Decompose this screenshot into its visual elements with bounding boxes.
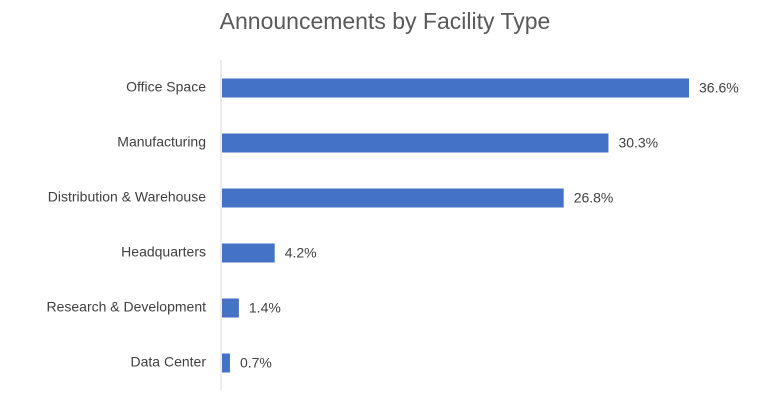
value-label: 36.6% xyxy=(699,80,739,96)
value-label: 4.2% xyxy=(285,245,317,261)
category-label: Headquarters xyxy=(121,244,206,260)
value-label: 0.7% xyxy=(240,355,272,371)
bar xyxy=(222,298,239,318)
value-label: 26.8% xyxy=(574,190,614,206)
bar xyxy=(222,133,609,153)
category-label: Manufacturing xyxy=(117,134,206,150)
bar xyxy=(222,353,230,373)
bar xyxy=(222,188,564,208)
value-label: 1.4% xyxy=(249,300,281,316)
category-label: Data Center xyxy=(131,354,207,370)
bar xyxy=(222,243,275,263)
category-label: Distribution & Warehouse xyxy=(48,189,206,205)
value-label: 30.3% xyxy=(618,135,658,151)
category-label: Research & Development xyxy=(46,299,206,315)
category-label: Office Space xyxy=(126,79,206,95)
chart-title: Announcements by Facility Type xyxy=(220,8,551,34)
bar xyxy=(222,78,689,98)
